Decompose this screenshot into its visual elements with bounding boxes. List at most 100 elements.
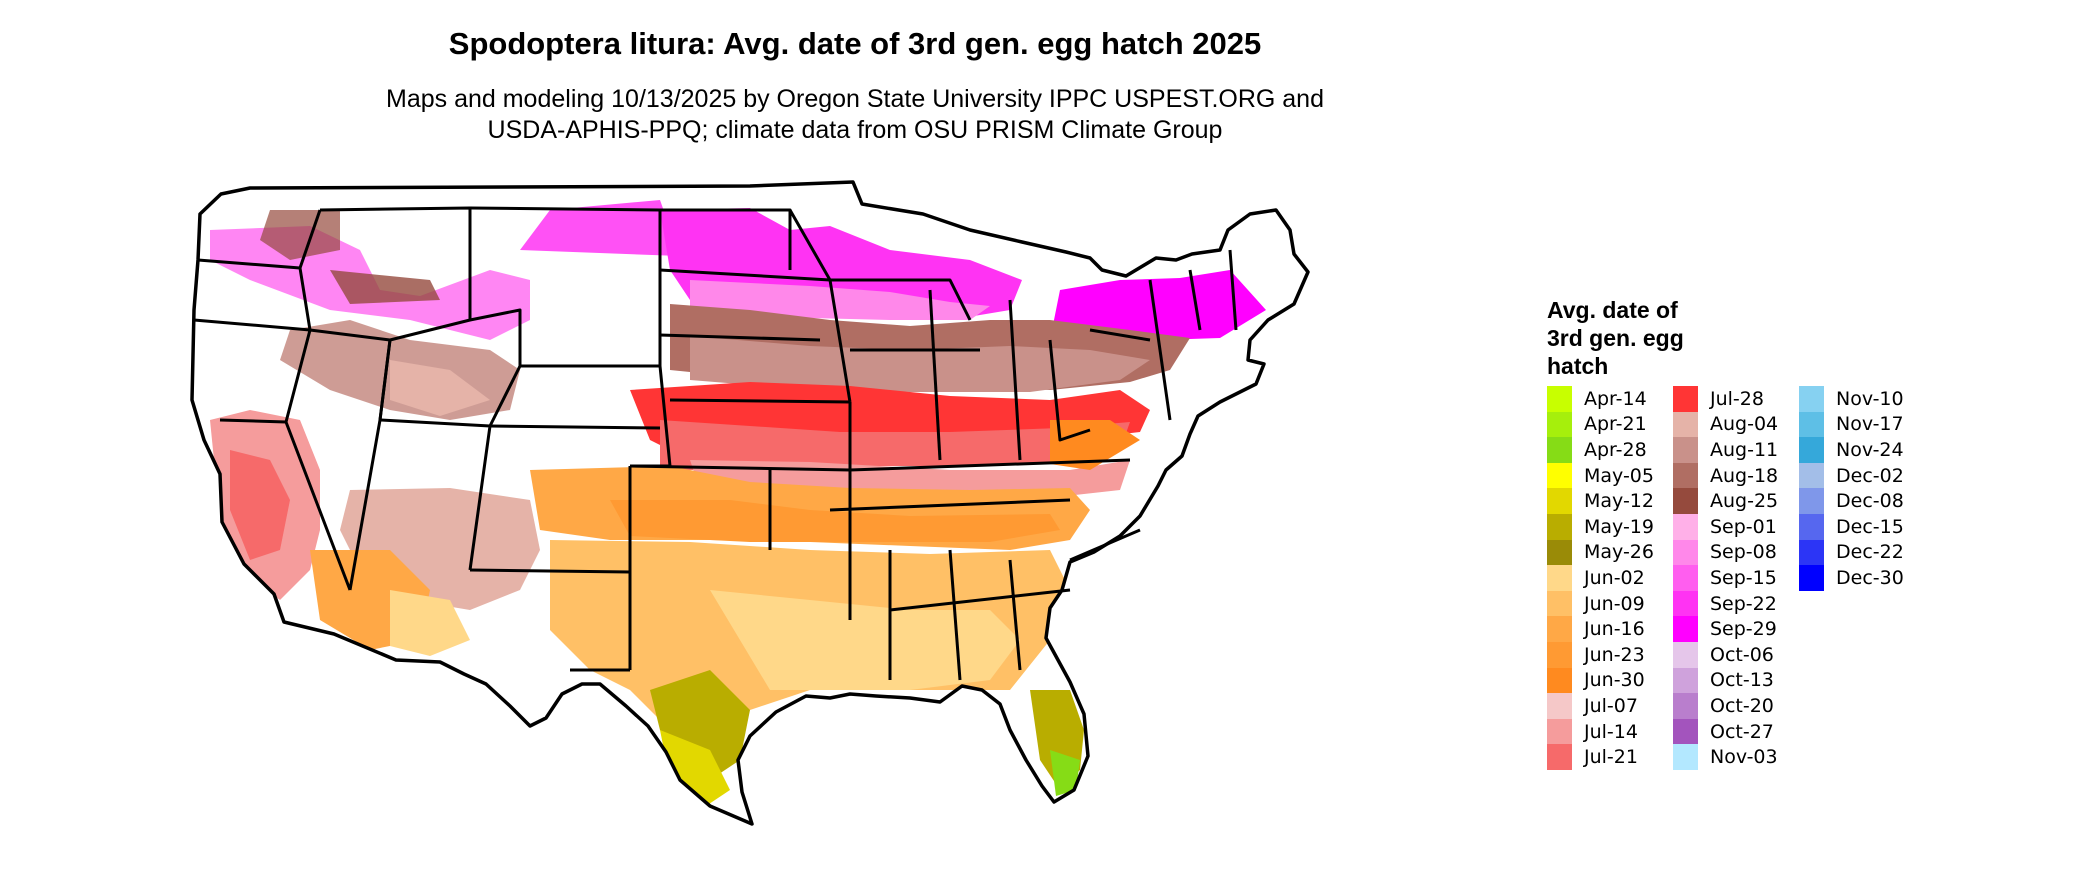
legend-label: Apr-21	[1584, 413, 1647, 436]
legend-swatch	[1673, 667, 1698, 694]
legend-item: May-19	[1547, 513, 1667, 540]
legend-title-line: hatch	[1547, 353, 1609, 379]
legend-item: Dec-30	[1799, 565, 1919, 591]
map-subtitle: Maps and modeling 10/13/2025 by Oregon S…	[0, 84, 1710, 146]
legend-swatch	[1799, 565, 1824, 591]
legend-swatch	[1547, 539, 1572, 566]
legend-item: Sep-29	[1673, 616, 1793, 642]
legend-item: Oct-13	[1673, 667, 1793, 694]
legend-item: Nov-03	[1673, 744, 1793, 770]
legend-swatch	[1673, 590, 1698, 617]
legend-swatch	[1547, 744, 1572, 770]
legend-title-line: Avg. date of	[1547, 297, 1678, 323]
legend-label: May-26	[1584, 541, 1654, 564]
subtitle-line: Maps and modeling 10/13/2025 by Oregon S…	[386, 85, 1324, 113]
legend-label: Dec-15	[1836, 515, 1904, 538]
legend-label: Jun-23	[1584, 643, 1645, 666]
legend-swatch	[1673, 539, 1698, 566]
legend-label: Sep-15	[1710, 566, 1777, 589]
legend-label: May-12	[1584, 490, 1654, 513]
legend-swatch	[1673, 411, 1698, 438]
legend-item: Jun-02	[1547, 565, 1667, 591]
legend-item: Jul-28	[1673, 386, 1793, 412]
legend-item: Sep-01	[1673, 513, 1793, 540]
legend-column: Nov-10 Nov-17 Nov-24 Dec-02 Dec-08 Dec-15 Dec-…	[1799, 386, 1919, 591]
legend-swatch	[1547, 667, 1572, 694]
legend-label: Jul-07	[1584, 694, 1638, 717]
legend-swatch	[1673, 488, 1698, 514]
legend-label: Aug-11	[1710, 438, 1779, 461]
legend-swatch	[1547, 616, 1572, 642]
legend-label: Dec-22	[1836, 541, 1904, 564]
legend-label: Sep-08	[1710, 541, 1777, 564]
legend-item: May-26	[1547, 539, 1667, 566]
legend-swatch	[1673, 744, 1698, 770]
legend-label: Nov-03	[1710, 746, 1778, 769]
legend-label: Dec-02	[1836, 464, 1904, 487]
legend-label: Aug-04	[1710, 413, 1779, 436]
legend-swatch	[1547, 411, 1572, 438]
legend-item: Jun-23	[1547, 641, 1667, 668]
legend-swatch	[1673, 437, 1698, 463]
legend-swatch	[1547, 718, 1572, 745]
legend-swatch	[1547, 488, 1572, 514]
legend-column: Jul-28 Aug-04 Aug-11 Aug-18 Aug-25 Sep-01 Sep-…	[1673, 386, 1793, 770]
legend-label: Oct-13	[1710, 669, 1774, 692]
legend-swatch	[1547, 565, 1572, 591]
legend-label: Sep-29	[1710, 618, 1777, 641]
legend-swatch	[1547, 437, 1572, 463]
legend-column: Apr-14 Apr-21 Apr-28 May-05 May-12 May-19 May-…	[1547, 386, 1667, 770]
map-title: Spodoptera litura: Avg. date of 3rd gen.…	[448, 26, 1262, 61]
legend-item: May-05	[1547, 462, 1667, 489]
legend-label: Apr-14	[1584, 387, 1647, 410]
legend-swatch	[1673, 693, 1698, 719]
legend-swatch	[1547, 462, 1572, 489]
legend-item: Aug-04	[1673, 411, 1793, 438]
legend-swatch	[1799, 462, 1824, 489]
legend-item: Aug-11	[1673, 437, 1793, 463]
legend-label: Dec-30	[1836, 566, 1904, 589]
legend-label: Oct-06	[1710, 643, 1774, 666]
legend-item: Oct-06	[1673, 641, 1793, 668]
legend-label: Sep-22	[1710, 592, 1777, 615]
legend-item: Apr-21	[1547, 411, 1667, 438]
legend-swatch	[1547, 590, 1572, 617]
legend-title-line: 3rd gen. egg	[1547, 325, 1684, 351]
legend-label: May-05	[1584, 464, 1654, 487]
legend-item: Oct-20	[1673, 693, 1793, 719]
legend-item: Jun-09	[1547, 590, 1667, 617]
legend-swatch	[1799, 539, 1824, 566]
legend-swatch	[1673, 386, 1698, 412]
legend-item: Aug-25	[1673, 488, 1793, 514]
legend-item: Aug-18	[1673, 462, 1793, 489]
legend-item: Nov-10	[1799, 386, 1919, 412]
legend-label: Nov-10	[1836, 387, 1904, 410]
legend-item: Nov-17	[1799, 411, 1919, 438]
legend-label: Oct-20	[1710, 694, 1774, 717]
legend-swatch	[1547, 513, 1572, 540]
legend-swatch	[1547, 386, 1572, 412]
legend-item: Jul-21	[1547, 744, 1667, 770]
legend-label: May-19	[1584, 515, 1654, 538]
legend-swatch	[1673, 462, 1698, 489]
legend-label: Oct-27	[1710, 720, 1774, 743]
legend-swatch	[1673, 565, 1698, 591]
legend-item: Dec-08	[1799, 488, 1919, 514]
legend-item: Sep-22	[1673, 590, 1793, 617]
legend-item: Jul-07	[1547, 693, 1667, 719]
legend-swatch	[1673, 641, 1698, 668]
legend-label: Nov-17	[1836, 413, 1904, 436]
legend-label: Jun-16	[1584, 618, 1645, 641]
us-map	[190, 180, 1310, 826]
legend-item: Apr-14	[1547, 386, 1667, 412]
legend-item: Dec-02	[1799, 462, 1919, 489]
legend-item: Jun-30	[1547, 667, 1667, 694]
legend-swatch	[1799, 488, 1824, 514]
legend-item: Nov-24	[1799, 437, 1919, 463]
legend-item: May-12	[1547, 488, 1667, 514]
legend-label: Jul-28	[1710, 387, 1764, 410]
legend-swatch	[1673, 513, 1698, 540]
legend-swatch	[1547, 641, 1572, 668]
legend-item: Jul-14	[1547, 718, 1667, 745]
legend-label: Jun-30	[1584, 669, 1645, 692]
